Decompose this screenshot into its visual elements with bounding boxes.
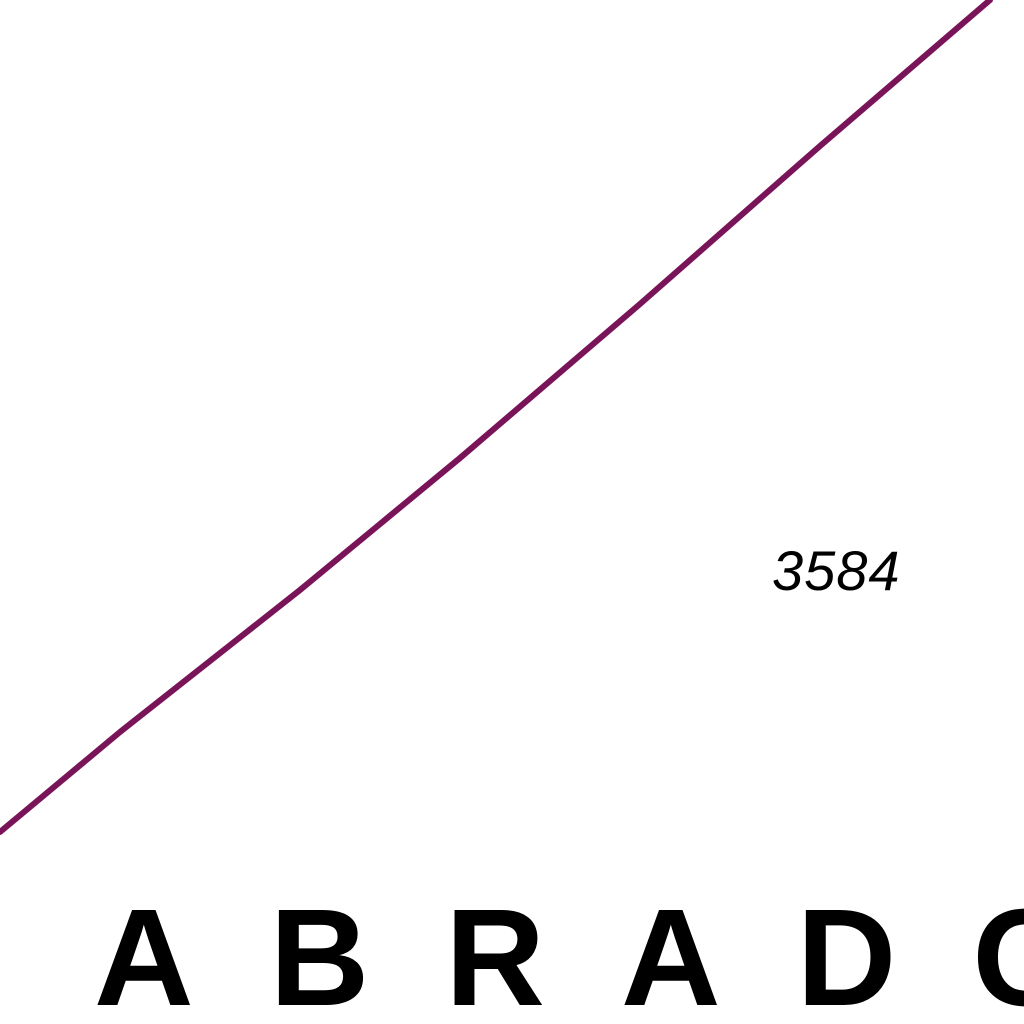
- elevation-label: 3584: [772, 539, 901, 602]
- boundary-line: [0, 0, 993, 835]
- region-name-label: ABRADO: [94, 881, 1024, 1024]
